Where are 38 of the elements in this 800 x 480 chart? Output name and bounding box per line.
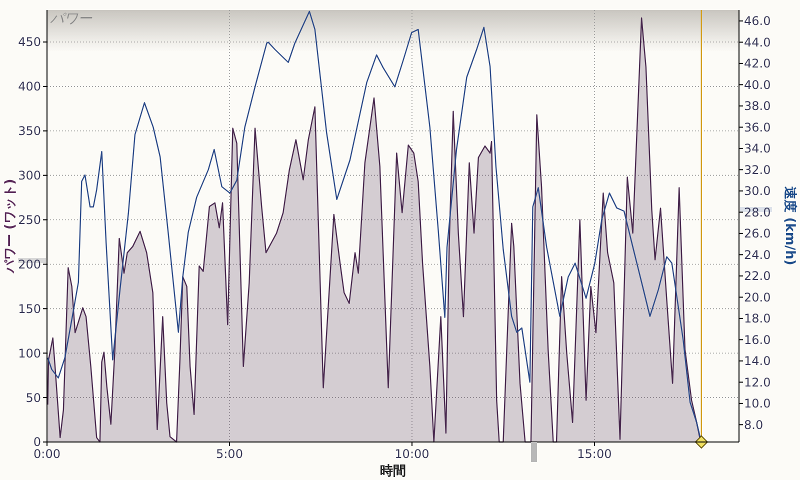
y-tick-label: 250 (18, 212, 41, 227)
y2-tick-label: 10.0 (744, 396, 771, 411)
y2-tick-label: 12.0 (744, 375, 771, 390)
y-tick-label: 400 (18, 80, 41, 94)
y2-tick-label: 32.0 (744, 162, 771, 177)
y2-tick-label: 22.0 (744, 269, 771, 284)
y2-tick-label: 14.0 (744, 354, 771, 368)
y2-axis-title: 速度 (km/h) (782, 186, 798, 266)
x-tick-label: 10:00 (394, 447, 430, 461)
y2-tick-label: 28.0 (744, 205, 771, 220)
y-tick-label: 150 (18, 302, 41, 316)
chart-title: パワー (50, 11, 93, 27)
y2-tick-label: 42.0 (744, 56, 771, 71)
y2-tick-label: 18.0 (744, 312, 771, 326)
y-tick-label: 350 (18, 124, 41, 138)
y2-tick-label: 44.0 (744, 35, 771, 50)
y-tick-label: 100 (18, 346, 41, 360)
y2-tick-label: 36.0 (744, 120, 771, 134)
x-tick-label: 15:00 (577, 447, 612, 461)
x-axis-title: 時間 (380, 464, 406, 479)
y2-tick-label: 40.0 (744, 78, 771, 92)
x-tick-label: 5:00 (216, 447, 243, 461)
y2-tick-label: 34.0 (744, 142, 771, 156)
y-tick-label: 0 (33, 435, 41, 450)
y2-tick-label: 24.0 (744, 248, 771, 262)
y2-tick-label: 20.0 (744, 290, 771, 304)
y2-tick-label: 46.0 (744, 14, 771, 28)
y2-tick-label: 26.0 (744, 226, 771, 241)
x-tick-label: 0:00 (34, 447, 60, 461)
y-tick-label: 300 (18, 168, 41, 183)
y2-tick-label: 38.0 (744, 99, 771, 114)
y2-tick-label: 16.0 (744, 332, 771, 347)
y-axis-title: パワー (ワット) (3, 178, 18, 274)
y2-tick-label: 30.0 (744, 184, 771, 198)
y-tick-label: 450 (18, 35, 41, 50)
y-tick-label: 50 (26, 390, 41, 405)
y-tick-label: 200 (18, 257, 41, 272)
y2-tick-label: 8.0 (744, 418, 764, 432)
